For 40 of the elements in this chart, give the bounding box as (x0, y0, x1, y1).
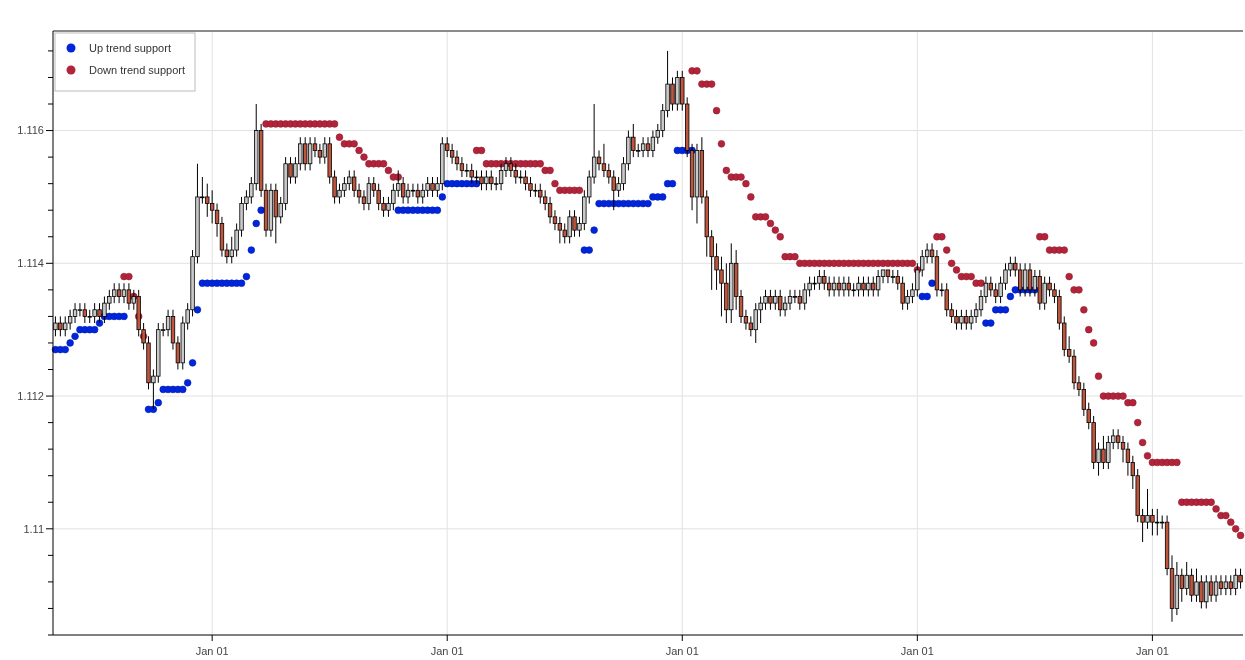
candlestick (787, 289, 793, 311)
candlestick (645, 136, 651, 158)
y-tick-label: 1.112 (17, 389, 44, 402)
candlestick (77, 302, 83, 317)
candlestick (841, 276, 847, 297)
candlestick (547, 196, 553, 224)
candlestick (72, 302, 78, 324)
y-tick-label: 1.11 (23, 522, 44, 535)
candlestick (1218, 574, 1224, 596)
y-tick-label: 1.116 (17, 124, 44, 137)
legend-label: Down trend support (89, 63, 185, 76)
candlestick (1223, 574, 1229, 596)
candlestick (836, 276, 842, 297)
candlestick (410, 183, 416, 198)
candlestick (1120, 435, 1126, 463)
candlestick (116, 282, 122, 304)
candlestick (885, 269, 891, 284)
candlestick (831, 276, 837, 297)
candlestick (650, 130, 656, 158)
candlestick (792, 289, 798, 304)
x-tick-label: Jan 01 (900, 645, 934, 657)
candlestick (400, 176, 406, 205)
candlestick (1213, 574, 1219, 603)
candlestick (601, 143, 607, 178)
x-tick-label: Jan 01 (430, 645, 464, 657)
candlestick (498, 163, 504, 191)
x-tick-label: Jan 01 (195, 645, 229, 657)
candlestick (126, 282, 132, 311)
candlestick (405, 183, 411, 205)
candlestick (1125, 442, 1131, 477)
x-tick-label: Jan 01 (665, 645, 699, 657)
candlestick (454, 149, 460, 171)
x-tick-label: Jan 01 (1135, 645, 1169, 657)
candlestick (366, 176, 372, 211)
legend-label: Up trend support (89, 41, 171, 54)
candlestick (890, 269, 896, 284)
candlestick (121, 282, 127, 304)
candlestick (307, 136, 313, 171)
y-tick-label: 1.114 (17, 257, 44, 270)
candlestick (640, 136, 646, 158)
